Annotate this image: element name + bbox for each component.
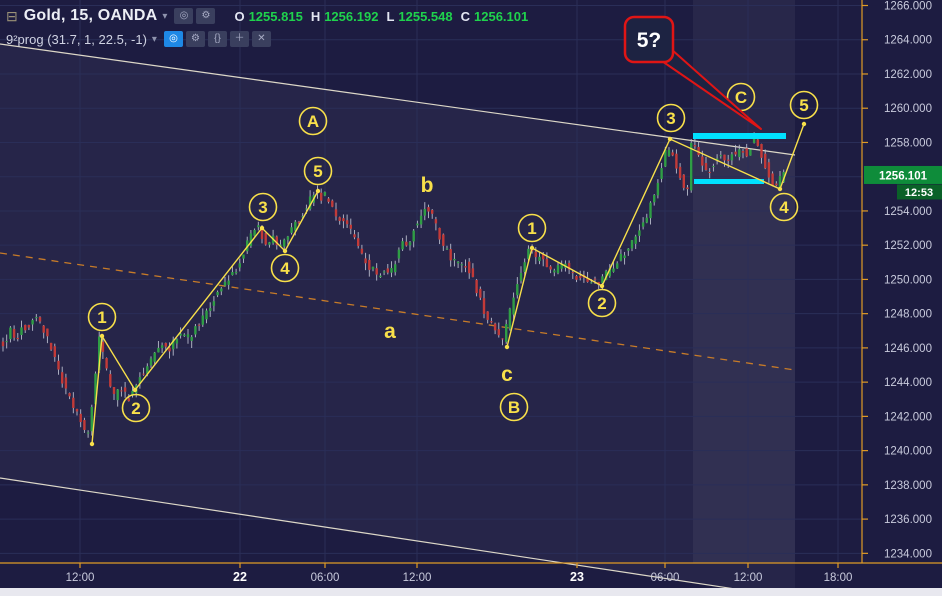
wave-label-a[interactable]: A: [298, 106, 328, 136]
callout-5q[interactable]: 5?: [623, 15, 762, 130]
wave-label-3[interactable]: 3: [248, 192, 278, 222]
svg-text:23: 23: [570, 570, 584, 584]
support-resistance-lines[interactable]: [693, 133, 786, 184]
svg-text:1: 1: [97, 308, 106, 327]
svg-text:12:00: 12:00: [66, 572, 95, 584]
svg-text:1238.000: 1238.000: [884, 480, 932, 492]
svg-text:C: C: [735, 88, 747, 107]
ohlc-o-value: 1255.815: [248, 8, 303, 24]
grid: [0, 0, 862, 563]
svg-text:1258.000: 1258.000: [884, 137, 932, 149]
svg-text:1240.000: 1240.000: [884, 446, 932, 458]
indicator-remove-icon[interactable]: ✕: [251, 31, 271, 47]
indicator-visibility-icon[interactable]: ◎: [163, 31, 183, 47]
wave-label-1[interactable]: 1: [517, 213, 547, 243]
svg-text:1234.000: 1234.000: [884, 548, 932, 560]
svg-text:2: 2: [131, 399, 140, 418]
legend-collapse-icon[interactable]: ⊟: [6, 7, 18, 24]
indicator-row: 9²prog (31.7, 1, 22.5, -1) ▾ ◎ ⚙ {} ＋ ✕: [6, 28, 528, 50]
ohlc-c-value: 1256.101: [474, 8, 529, 24]
svg-text:c: c: [501, 363, 513, 386]
indicator-source-icon[interactable]: {}: [207, 31, 227, 47]
wave-label-5[interactable]: 5: [789, 90, 819, 120]
wave-label-5[interactable]: 5: [303, 156, 333, 186]
svg-text:b: b: [421, 174, 434, 197]
svg-text:1252.000: 1252.000: [884, 240, 932, 252]
svg-text:2: 2: [597, 294, 606, 313]
ohlc-o-label: O: [234, 8, 245, 24]
svg-text:1250.000: 1250.000: [884, 274, 932, 286]
svg-text:1262.000: 1262.000: [884, 69, 932, 81]
svg-text:5?: 5?: [637, 29, 662, 52]
channel-drawing[interactable]: [0, 43, 796, 596]
ohlc-l-label: L: [386, 8, 395, 24]
svg-text:1254.000: 1254.000: [884, 206, 932, 218]
svg-text:A: A: [307, 112, 319, 131]
svg-text:4: 4: [280, 259, 290, 278]
svg-text:12:00: 12:00: [734, 572, 763, 584]
indicator-add-icon[interactable]: ＋: [229, 31, 249, 47]
svg-text:06:00: 06:00: [311, 572, 340, 584]
svg-text:1248.000: 1248.000: [884, 309, 932, 321]
wave-label-4[interactable]: 4: [769, 192, 799, 222]
wave-label-a[interactable]: a: [384, 320, 396, 343]
svg-text:1264.000: 1264.000: [884, 35, 932, 47]
svg-text:1246.000: 1246.000: [884, 343, 932, 355]
ohlc-c-label: C: [460, 8, 471, 24]
svg-text:5: 5: [799, 96, 808, 115]
hide-symbol-icon[interactable]: ◎: [174, 8, 194, 24]
svg-text:1256.101: 1256.101: [879, 170, 928, 182]
time-axis[interactable]: 12:00 22 06:00 12:00 23 06:00 12:00 18:00: [0, 562, 942, 584]
wave-label-2[interactable]: 2: [121, 393, 151, 423]
symbol-caret-icon[interactable]: ▾: [162, 10, 168, 22]
bar-countdown: 12:53: [905, 187, 933, 199]
wave-label-4[interactable]: 4: [270, 253, 300, 283]
svg-text:1260.000: 1260.000: [884, 103, 932, 115]
wave-label-2[interactable]: 2: [587, 288, 617, 318]
svg-text:B: B: [508, 398, 520, 417]
svg-text:1244.000: 1244.000: [884, 377, 932, 389]
svg-text:5: 5: [313, 162, 322, 181]
wave-label-3[interactable]: 3: [656, 103, 686, 133]
svg-text:12:00: 12:00: [403, 572, 432, 584]
wave-label-b[interactable]: b: [421, 174, 434, 197]
indicator-title[interactable]: 9²prog (31.7, 1, 22.5, -1): [6, 31, 147, 47]
svg-text:1242.000: 1242.000: [884, 411, 932, 423]
wave-label-1[interactable]: 1: [87, 302, 117, 332]
ohlc-readout: O 1255.815 H 1256.192 L 1255.548 C 1256.101: [226, 9, 528, 24]
indicator-settings-icon[interactable]: ⚙: [185, 31, 205, 47]
svg-text:3: 3: [666, 109, 675, 128]
svg-text:1: 1: [527, 219, 536, 238]
svg-text:a: a: [384, 320, 396, 343]
svg-text:4: 4: [779, 198, 789, 217]
ohlc-l-value: 1255.548: [398, 8, 453, 24]
indicator-caret-icon[interactable]: ▾: [151, 33, 157, 45]
wave-markup[interactable]: 1 2 3 4 5 Ab a cB 1 2 3 C 4 5: [87, 82, 819, 447]
svg-text:22: 22: [233, 570, 247, 584]
footer-strip: [0, 588, 942, 596]
chart-legend: ⊟ Gold, 15, OANDA ▾ ◎ ⚙ O 1255.815 H 1256.1…: [6, 4, 528, 50]
last-price-label: 1256.101 12:53: [864, 165, 942, 200]
symbol-settings-icon[interactable]: ⚙: [196, 8, 216, 24]
symbol-title[interactable]: Gold, 15, OANDA: [23, 7, 158, 24]
svg-text:06:00: 06:00: [651, 572, 680, 584]
channel-fill: [0, 44, 795, 596]
svg-text:1236.000: 1236.000: [884, 514, 932, 526]
wave-label-c[interactable]: c: [501, 363, 513, 386]
svg-text:3: 3: [258, 198, 267, 217]
ohlc-h-value: 1256.192: [324, 8, 379, 24]
ohlc-h-label: H: [310, 8, 321, 24]
price-axis[interactable]: 1266.000 1264.000 1262.000 1260.000 1258.000…: [861, 0, 942, 563]
wave-label-b[interactable]: B: [499, 392, 529, 422]
svg-text:18:00: 18:00: [824, 572, 853, 584]
svg-text:1266.000: 1266.000: [884, 1, 932, 13]
symbol-row: ⊟ Gold, 15, OANDA ▾ ◎ ⚙ O 1255.815 H 1256.1…: [6, 4, 528, 28]
